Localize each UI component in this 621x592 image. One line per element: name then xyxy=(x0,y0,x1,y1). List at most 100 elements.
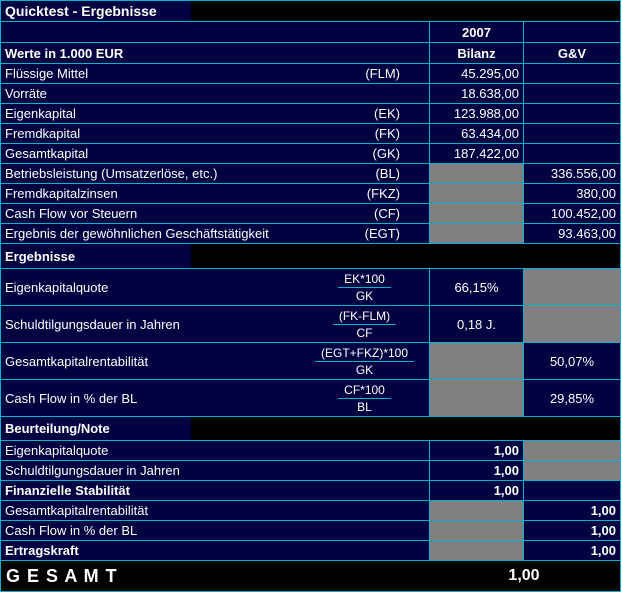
bilanz-cell-disabled xyxy=(429,224,523,243)
gv-cell xyxy=(523,124,620,143)
section-filler xyxy=(191,417,620,440)
fraction-numerator: EK*100 xyxy=(338,272,391,288)
empty-cell xyxy=(300,43,400,63)
empty-cell xyxy=(300,461,400,480)
spacer xyxy=(400,124,429,143)
row-label: Schuldtilgungsdauer in Jahren xyxy=(5,316,180,332)
table-row: Ergebnis der gewöhnlichen Geschäftstätig… xyxy=(1,224,620,244)
spacer xyxy=(400,204,429,223)
page-title: Quicktest - Ergebnisse xyxy=(1,1,191,21)
table-row: Vorräte 18.638,00 xyxy=(1,84,620,104)
title-filler xyxy=(191,1,620,21)
row-code: (FLM) xyxy=(365,66,400,81)
section-title: Ergebnisse xyxy=(1,244,191,268)
table-row: Fremdkapitalzinsen (FKZ) 380,00 xyxy=(1,184,620,204)
row-label: Eigenkapital xyxy=(5,106,76,121)
table-row: Betriebsleistung (Umsatzerlöse, etc.) (B… xyxy=(1,164,620,184)
empty-cell xyxy=(300,481,400,500)
gv-cell xyxy=(523,104,620,123)
formula-cell: (EGT+FKZ)*100 GK xyxy=(300,343,429,379)
row-label: Finanzielle Stabilität xyxy=(5,483,130,498)
spacer xyxy=(400,184,429,203)
gv-cell-disabled xyxy=(523,306,620,342)
row-code: (CF) xyxy=(374,206,400,221)
table-row: Gesamtkapitalrentabilität (EGT+FKZ)*100 … xyxy=(1,343,620,380)
table-row: Fremdkapital (FK) 63.434,00 xyxy=(1,124,620,144)
table-row: Cash Flow in % der BL CF*100 BL 29,85% xyxy=(1,380,620,417)
row-label: Vorräte xyxy=(5,86,47,101)
row-label: Gesamtkapital xyxy=(5,146,89,161)
row-label: Cash Flow in % der BL xyxy=(5,523,138,538)
empty-cell xyxy=(300,521,400,540)
gv-cell: 100.452,00 xyxy=(523,204,620,223)
fraction-numerator: CF*100 xyxy=(338,383,391,399)
bilanz-cell: 66,15% xyxy=(429,269,523,305)
gv-cell-disabled xyxy=(523,461,620,480)
bilanz-cell: 45.295,00 xyxy=(429,64,523,83)
section-header-ergebnisse: Ergebnisse xyxy=(1,244,620,269)
gv-cell-disabled xyxy=(523,269,620,305)
spacer xyxy=(400,441,429,460)
bilanz-cell-disabled xyxy=(429,204,523,223)
fraction-denominator: CF xyxy=(356,325,373,340)
bilanz-cell-disabled xyxy=(429,164,523,183)
spacer xyxy=(400,104,429,123)
spacer xyxy=(400,224,429,243)
bilanz-cell: 1,00 xyxy=(429,481,523,500)
row-label: Fremdkapital xyxy=(5,126,81,141)
fraction: (FK-FLM) CF xyxy=(332,309,397,340)
table-row: Schuldtilgungsdauer in Jahren 1,00 xyxy=(1,461,620,481)
bilanz-cell-disabled xyxy=(429,501,523,520)
fraction-denominator: GK xyxy=(355,288,374,303)
fraction: EK*100 GK xyxy=(338,272,391,303)
bilanz-cell: 187.422,00 xyxy=(429,144,523,163)
empty-cell xyxy=(300,541,400,560)
fraction-denominator: BL xyxy=(357,399,372,414)
spacer xyxy=(400,144,429,163)
title-row: Quicktest - Ergebnisse xyxy=(1,1,620,22)
table-row: Eigenkapitalquote EK*100 GK 66,15% xyxy=(1,269,620,306)
section-header-beurteilung: Beurteilung/Note xyxy=(1,417,620,441)
spacer xyxy=(400,164,429,183)
spacer xyxy=(400,84,429,103)
fraction-denominator: GK xyxy=(355,362,374,377)
gv-cell: 1,00 xyxy=(523,541,620,560)
bilanz-cell-disabled xyxy=(429,343,523,379)
table-row: Gesamtkapital (GK) 187.422,00 xyxy=(1,144,620,164)
bilanz-cell-disabled xyxy=(429,184,523,203)
row-label: Fremdkapitalzinsen xyxy=(5,186,118,201)
row-label: Gesamtkapitalrentabilität xyxy=(5,503,149,518)
fraction-numerator: (EGT+FKZ)*100 xyxy=(314,346,415,362)
gv-cell: 336.556,00 xyxy=(523,164,620,183)
column-header-bilanz: Bilanz xyxy=(429,43,523,63)
column-header-row: Werte in 1.000 EUR Bilanz G&V xyxy=(1,43,620,64)
table-row: Flüssige Mittel (FLM) 45.295,00 xyxy=(1,64,620,84)
table-row: Cash Flow vor Steuern (CF) 100.452,00 xyxy=(1,204,620,224)
empty-cell xyxy=(300,501,400,520)
fraction: CF*100 BL xyxy=(338,383,391,414)
row-code: (GK) xyxy=(372,146,400,161)
row-code: (EK) xyxy=(374,106,400,121)
total-row: G E S A M T 1,00 xyxy=(1,561,620,591)
row-label: Cash Flow in % der BL xyxy=(5,390,138,406)
gv-cell: 50,07% xyxy=(523,343,620,379)
row-code xyxy=(300,84,400,103)
section-title: Beurteilung/Note xyxy=(1,417,191,440)
bilanz-cell: 63.434,00 xyxy=(429,124,523,143)
spacer xyxy=(400,22,429,42)
gv-cell xyxy=(523,144,620,163)
empty-cell xyxy=(300,22,400,42)
gv-cell: 1,00 xyxy=(523,501,620,520)
gv-cell: 1,00 xyxy=(523,521,620,540)
gv-cell: 29,85% xyxy=(523,380,620,416)
bilanz-cell-disabled xyxy=(429,521,523,540)
formula-cell: EK*100 GK xyxy=(300,269,429,305)
year-row: 2007 xyxy=(1,22,620,43)
row-label: Eigenkapitalquote xyxy=(5,279,109,295)
formula-cell: (FK-FLM) CF xyxy=(300,306,429,342)
fraction-numerator: (FK-FLM) xyxy=(332,309,397,325)
total-label: G E S A M T xyxy=(6,565,118,586)
column-header-gv: G&V xyxy=(523,43,620,63)
row-label: Ertragskraft xyxy=(5,543,79,558)
